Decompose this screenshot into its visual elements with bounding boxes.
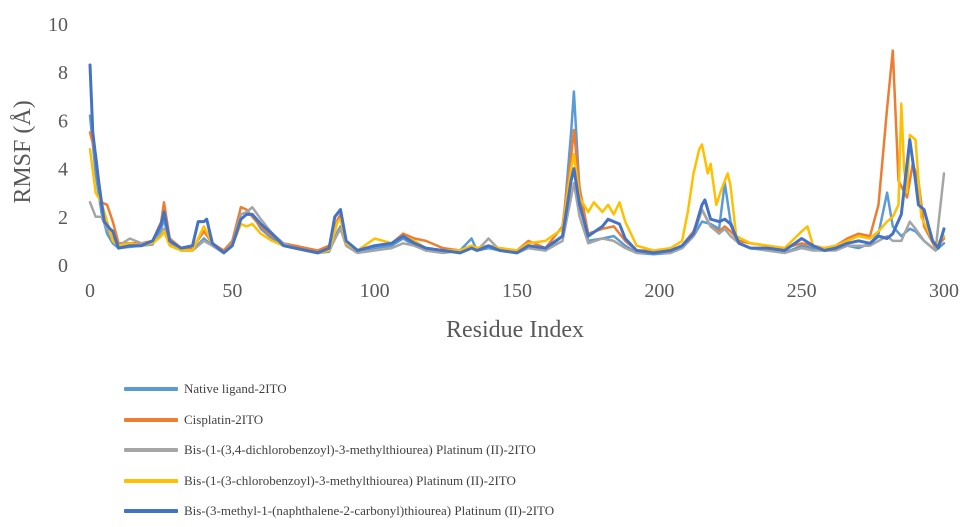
series-line-1	[88, 90, 946, 256]
x-axis-ticks: 0 50 100 150 200 250 300	[85, 280, 959, 302]
x-axis-title: Residue Index	[446, 317, 584, 343]
legend-label: Bis-(1-(3-chlorobenzoyl)-3-methylthioure…	[184, 472, 516, 488]
series-line-3	[88, 172, 946, 255]
series-line-4	[88, 102, 946, 255]
x-tick-label: 50	[222, 280, 242, 302]
x-tick-label: 150	[502, 280, 532, 302]
legend-item: Bis-(3-methyl-1-(naphthalene-2-carbonyl)…	[124, 496, 554, 527]
series-line-5	[88, 63, 946, 255]
legend-swatch	[124, 478, 178, 483]
y-tick-label: 10	[48, 14, 68, 36]
y-axis-ticks: 0 2 4 6 8 10	[48, 14, 68, 277]
x-tick-label: 300	[929, 280, 959, 302]
legend-swatch	[124, 387, 178, 392]
x-tick-label: 100	[360, 280, 390, 302]
y-tick-label: 6	[58, 110, 68, 132]
chart-legend: Native ligand-2ITO Cisplatin-2ITO Bis-(1-(…	[124, 374, 554, 527]
x-tick-label: 0	[85, 280, 95, 302]
x-tick-label: 250	[787, 280, 817, 302]
y-tick-label: 2	[58, 207, 68, 229]
y-axis-title: RMSF (Å)	[10, 100, 36, 203]
legend-label: Bis-(3-methyl-1-(naphthalene-2-carbonyl)…	[184, 503, 555, 519]
legend-item: Cisplatin-2ITO	[124, 405, 554, 436]
x-tick-label: 200	[644, 280, 674, 302]
rmsf-line-chart: 0 2 4 6 8 10 0 50 100 150 200 250 300 RMSF (Å) Resi…	[10, 14, 959, 343]
legend-item: Native ligand-2ITO	[124, 374, 554, 405]
legend-swatch	[124, 448, 178, 453]
y-tick-label: 4	[58, 159, 68, 181]
y-tick-label: 0	[58, 255, 68, 277]
legend-swatch	[124, 509, 178, 514]
legend-label: Bis-(1-(3,4-dichlorobenzoyl)-3-methylthi…	[184, 442, 536, 458]
series-line-2	[88, 49, 946, 252]
y-tick-label: 8	[58, 62, 68, 84]
legend-item: Bis-(1-(3,4-dichlorobenzoyl)-3-methylthi…	[124, 435, 554, 466]
legend-label: Cisplatin-2ITO	[184, 411, 264, 427]
legend-item: Bis-(1-(3-chlorobenzoyl)-3-methylthioure…	[124, 466, 554, 497]
legend-swatch	[124, 417, 178, 422]
series-lines	[88, 49, 946, 256]
legend-label: Native ligand-2ITO	[184, 381, 287, 397]
